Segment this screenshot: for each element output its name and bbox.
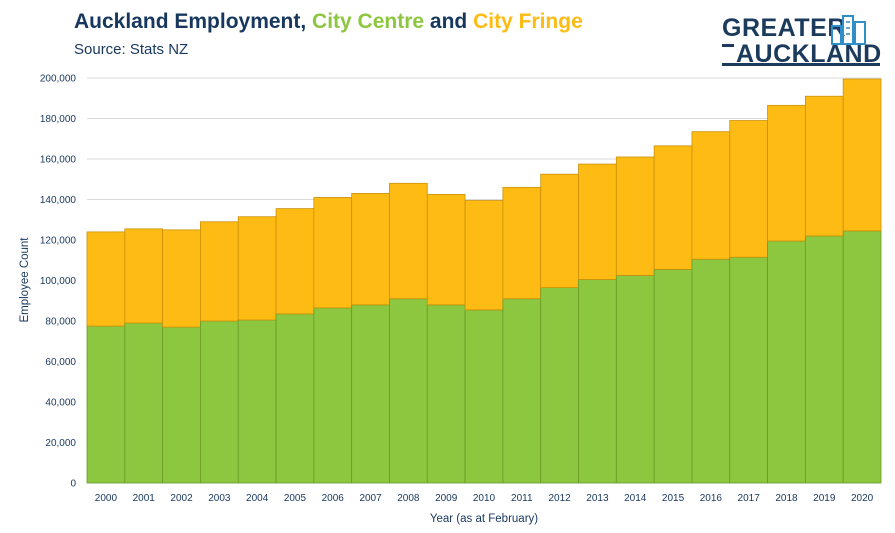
x-tick-label: 2018: [775, 493, 798, 504]
bar-city-fringe-2005: [275, 208, 315, 315]
title-part-4: City Fringe: [473, 10, 583, 33]
bar-city-fringe-2016: [691, 131, 731, 260]
title-part-2: City Centre: [312, 10, 425, 33]
y-axis-label: Employee Count: [19, 237, 31, 323]
y-tick-label: 200,000: [40, 74, 77, 85]
bar-city-centre-2017: [729, 256, 768, 484]
bar-city-fringe-2002: [162, 229, 201, 328]
bar-city-fringe-2008: [389, 182, 428, 300]
x-tick-label: 2010: [473, 493, 496, 504]
x-tick-label: 2001: [133, 493, 156, 504]
x-tick-label: 2012: [548, 493, 571, 504]
logo-underline: [722, 63, 880, 66]
bar-city-fringe-2007: [351, 193, 390, 306]
bars-layer: [86, 78, 882, 484]
bar-city-centre-2019: [804, 235, 844, 484]
bar-city-centre-2020: [842, 230, 882, 484]
bar-city-centre-2007: [351, 304, 390, 484]
x-tick-label: 2020: [851, 493, 874, 504]
city-skyline-icon: [831, 15, 866, 45]
bar-city-centre-2010: [464, 309, 504, 484]
y-tick-label: 20,000: [45, 438, 76, 449]
bar-city-fringe-2010: [464, 200, 504, 311]
x-tick-label: 2013: [586, 493, 609, 504]
x-tick-label: 2016: [700, 493, 723, 504]
x-tick-label: 2017: [738, 493, 761, 504]
y-tick-label: 80,000: [45, 317, 76, 328]
bar-city-fringe-2009: [426, 194, 466, 306]
y-tick-label: 40,000: [45, 398, 76, 409]
bar-city-fringe-2003: [200, 221, 239, 322]
x-tick-label: 2019: [813, 493, 836, 504]
y-tick-label: 140,000: [40, 195, 77, 206]
bar-city-fringe-2012: [540, 173, 579, 288]
x-tick-label: 2006: [322, 493, 345, 504]
bar-city-centre-2004: [237, 319, 277, 484]
bar-city-centre-2008: [389, 298, 428, 484]
title-part-1: Auckland Employment,: [74, 10, 313, 33]
logo-line-1: GREATER: [722, 14, 846, 42]
bar-city-centre-2012: [540, 287, 579, 484]
bar-city-fringe-2013: [578, 163, 617, 280]
x-tick-label: 2002: [170, 493, 193, 504]
bar-city-centre-2009: [426, 304, 466, 484]
bar-city-fringe-2020: [842, 78, 882, 232]
bar-city-fringe-2015: [653, 145, 693, 270]
y-tick-label: 100,000: [40, 276, 77, 287]
bar-city-centre-2011: [502, 298, 542, 484]
bar-city-centre-2003: [200, 320, 239, 484]
bar-city-centre-2002: [162, 326, 201, 484]
x-tick-label: 2009: [435, 493, 458, 504]
x-tick-label: 2007: [359, 493, 382, 504]
x-tick-label: 2000: [95, 493, 118, 504]
bar-city-centre-2018: [767, 240, 806, 484]
bar-city-centre-2016: [691, 258, 731, 484]
bar-city-fringe-2004: [237, 216, 277, 321]
bar-city-centre-2005: [275, 313, 315, 484]
y-tick-label: 180,000: [40, 114, 77, 125]
y-tick-label: 120,000: [40, 236, 77, 247]
bar-city-centre-2015: [653, 268, 693, 484]
greater-auckland-logo: GREATER AUCKLAND: [722, 14, 882, 70]
bar-city-centre-2014: [615, 275, 655, 484]
y-tick-label: 0: [70, 479, 76, 490]
x-tick-label: 2003: [208, 493, 231, 504]
bar-city-fringe-2000: [86, 231, 126, 327]
bar-city-fringe-2001: [124, 228, 164, 324]
chart-title: Auckland Employment, City Centre and Cit…: [74, 10, 583, 34]
x-tick-label: 2014: [624, 493, 647, 504]
bar-city-centre-2001: [124, 322, 164, 484]
title-part-3: and: [424, 10, 474, 33]
x-tick-label: 2015: [662, 493, 685, 504]
bar-city-fringe-2019: [804, 95, 844, 237]
y-tick-label: 160,000: [40, 155, 77, 166]
x-tick-label: 2011: [511, 493, 533, 504]
chart-subtitle: Source: Stats NZ: [74, 41, 189, 58]
y-tick-labels: 0 20,000 40,000 60,000 80,000 100,000 120,000 1…: [40, 74, 77, 490]
bar-city-fringe-2018: [767, 104, 806, 242]
bar-city-centre-2013: [578, 279, 617, 484]
bar-city-centre-2006: [313, 307, 353, 484]
x-tick-label: 2005: [284, 493, 307, 504]
x-axis-label: Year (as at February): [430, 513, 538, 525]
logo-bar: [722, 44, 734, 47]
bar-city-fringe-2006: [313, 197, 353, 309]
bar-city-centre-2000: [86, 325, 126, 484]
x-tick-label: 2004: [246, 493, 269, 504]
x-tick-label: 2008: [397, 493, 420, 504]
bar-city-fringe-2014: [615, 156, 655, 276]
x-tick-labels: 2000 2001 2002 2003 2004 2005 2006 2007 2008 2009…: [95, 493, 874, 504]
bar-city-fringe-2011: [502, 186, 542, 300]
y-tick-label: 60,000: [45, 357, 76, 368]
bar-city-fringe-2017: [729, 120, 768, 258]
